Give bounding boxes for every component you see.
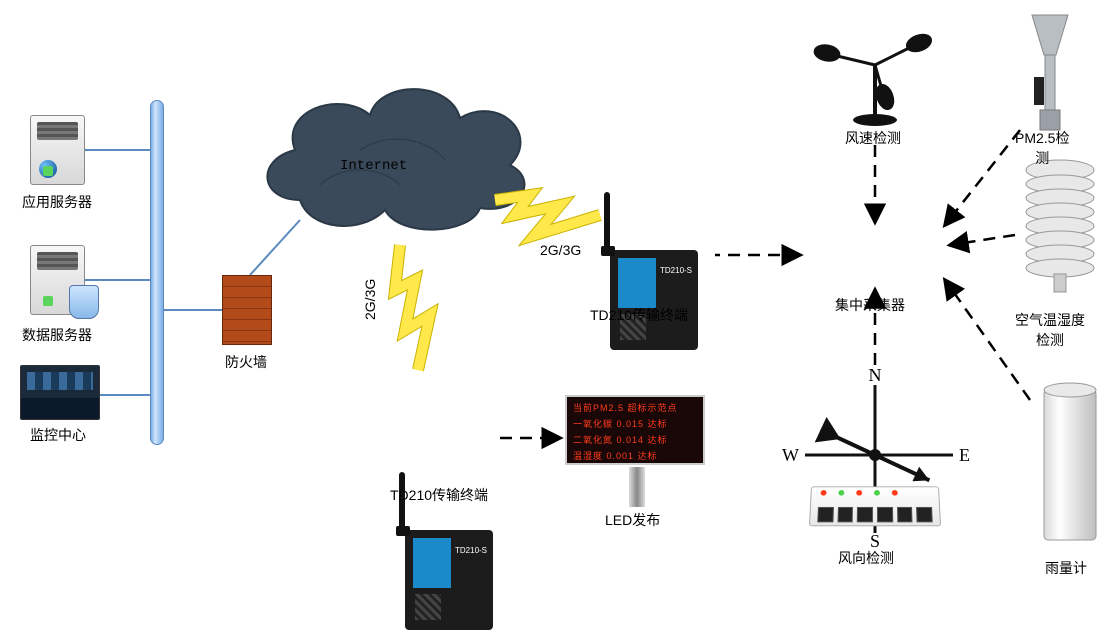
- anemometer-icon: [814, 32, 933, 126]
- data-server-label: 数据服务器: [22, 325, 92, 345]
- monitor-center-label: 监控中心: [30, 425, 86, 445]
- led-label: LED发布: [605, 510, 660, 530]
- td210-b-label: TD210传输终端: [390, 485, 488, 505]
- network-bus: [150, 100, 164, 445]
- shelter-icon: [1026, 160, 1094, 292]
- td210-terminal-a: TD210-S: [610, 250, 698, 350]
- firewall: [222, 275, 272, 345]
- anemometer-label: 风速检测: [845, 128, 901, 148]
- hub-label: 集中采集器: [835, 295, 905, 315]
- link-2g3g-b-label: 2G/3G: [362, 279, 378, 320]
- svg-text:N: N: [869, 365, 882, 385]
- link-2g3g-a-label: 2G/3G: [540, 242, 581, 258]
- internet-label: Internet: [340, 158, 407, 174]
- td210-a-label: TD210传输终端: [590, 305, 688, 325]
- pm25-icon: [1032, 15, 1068, 130]
- shelter-label: 空气温湿度 检测: [1015, 310, 1085, 350]
- pm25-label: PM2.5检 测: [1015, 128, 1069, 168]
- raingauge-label: 雨量计: [1045, 558, 1087, 578]
- svg-text:E: E: [959, 445, 970, 465]
- svg-text:W: W: [782, 445, 799, 465]
- led-billboard: 当前PM2.5 超标示范点 wμg/m³…一氧化碳 0.015 达标二氧化氮 0…: [565, 395, 705, 465]
- raingauge-icon: [1044, 383, 1096, 540]
- vane-label: 风向检测: [838, 548, 894, 568]
- td210-terminal-b: TD210-S: [405, 530, 493, 630]
- app-server-label: 应用服务器: [22, 192, 92, 212]
- data-hub: [809, 486, 941, 526]
- diagram-stage: { "canvas": { "width": 1118, "height": 5…: [0, 0, 1118, 590]
- data-server: [30, 245, 85, 315]
- app-server: [30, 115, 85, 185]
- monitor-center: [20, 365, 100, 420]
- connections-overlay: N S E W: [0, 0, 1118, 590]
- firewall-label: 防火墙: [225, 352, 267, 372]
